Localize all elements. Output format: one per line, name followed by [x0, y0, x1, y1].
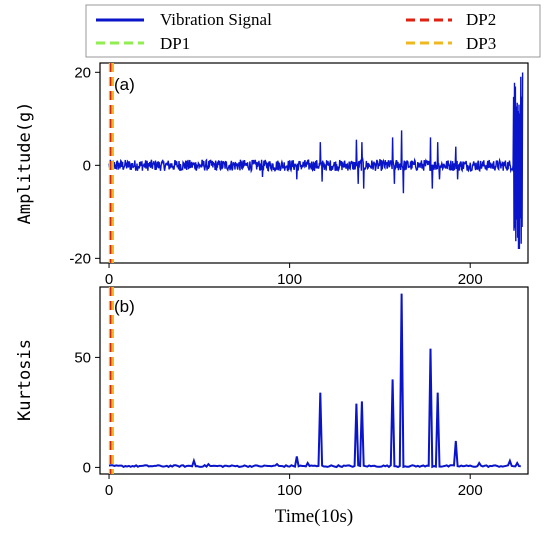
panel-a-frame — [99, 62, 529, 264]
legend: Vibration Signal DP1 DP2 DP3 — [85, 4, 541, 58]
legend-label-dp1: DP1 — [160, 34, 190, 53]
x-tick-label-b: 0 — [105, 482, 113, 499]
series-vibration-signal-b — [108, 293, 521, 469]
panel-a-plot-area — [108, 63, 524, 263]
panel-a-ylabel: Amplitude(g) — [15, 102, 35, 225]
x-tick-label-b: 100 — [277, 482, 302, 499]
panel-a-ticks: 0 100 200 -20 0 20 — [69, 64, 482, 288]
y-tick-label-a: 20 — [74, 64, 91, 81]
panel-b-label: (b) — [114, 297, 135, 316]
y-tick-label-a: -20 — [69, 250, 91, 267]
x-tick-label-a: 200 — [458, 271, 483, 288]
x-axis-label: Time(10s) — [275, 506, 353, 527]
y-tick-label-a: 0 — [83, 157, 91, 174]
x-tick-label-b: 200 — [458, 482, 483, 499]
panel-b-ticks: 0 100 200 0 50 — [74, 349, 482, 499]
panel-b-plot-area — [108, 287, 521, 474]
series-vibration-signal-a — [108, 72, 524, 250]
panel-a-label: (a) — [114, 75, 135, 94]
panel-b-ylabel: Kurtosis — [15, 339, 35, 421]
legend-label-dp3: DP3 — [466, 34, 496, 53]
legend-label-dp2: DP2 — [466, 10, 496, 29]
x-tick-label-a: 0 — [105, 271, 113, 288]
panel-a: 0 100 200 -20 0 20 (a) Amplitude(g) — [15, 62, 529, 288]
legend-label-signal: Vibration Signal — [160, 10, 272, 29]
y-tick-label-b: 50 — [74, 349, 91, 366]
y-tick-label-b: 0 — [83, 459, 91, 476]
panel-b-frame — [99, 286, 529, 475]
x-tick-label-a: 100 — [277, 271, 302, 288]
legend-box — [85, 4, 541, 58]
panel-b: 0 100 200 0 50 (b) Kurtosis Time(10s) — [15, 286, 529, 527]
